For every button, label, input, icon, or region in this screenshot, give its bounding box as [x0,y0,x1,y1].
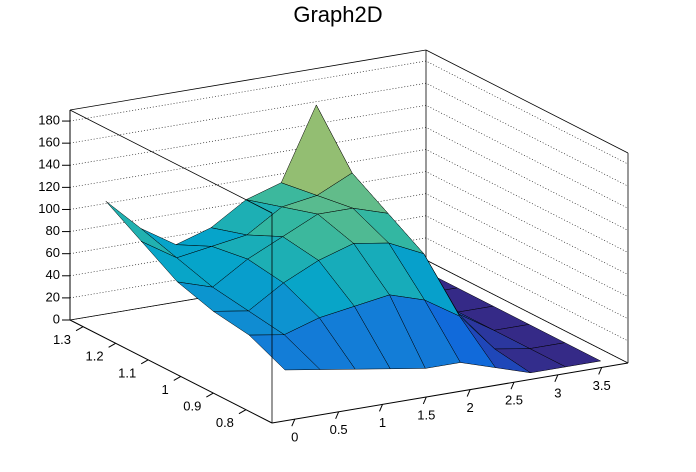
x-tick-label: 0 [291,430,298,445]
x-tick [291,418,296,427]
y-tick-label: 0.9 [183,399,201,414]
y-tick-label: 1.3 [53,332,71,347]
y-tick-label: 1.1 [118,365,136,380]
y-tick-label: 1 [162,382,169,397]
z-tick-label: 140 [38,157,60,172]
box-edge [425,49,629,154]
x-tick-label: 0.5 [330,422,348,437]
x-tick-label: 1.5 [417,407,435,422]
box-edge [69,49,427,111]
x-tick-label: 2.5 [505,393,523,408]
x-tick [335,411,340,419]
grid-line [69,193,629,297]
y-tick-label: 1.2 [86,349,104,364]
y-axis [69,319,273,424]
x-tick [554,374,559,383]
y-tick [108,342,116,348]
x-tick-label: 3 [554,385,561,400]
x-tick [422,396,427,405]
x-tick-label: 2 [467,400,474,415]
y-tick [238,409,247,415]
grid-line [69,149,629,253]
x-tick-label: 1 [379,415,386,430]
box-edge [69,109,273,214]
grid-line [69,127,629,231]
x-axis [271,362,629,424]
x-tick [598,367,603,375]
y-tick [206,392,214,398]
z-tick-label: 80 [46,223,60,238]
chart-title: Graph2D [293,2,382,27]
y-tick [75,326,84,332]
z-tick-label: 60 [46,245,60,260]
z-tick-label: 40 [46,267,60,282]
grid-line [69,60,629,165]
grid-line [69,82,629,187]
z-tick-label: 0 [53,311,60,326]
surface-cell [248,334,321,371]
z-tick-label: 20 [46,289,60,304]
grid-line [69,171,629,275]
x-tick [466,389,471,397]
z-tick-label: 160 [38,135,60,150]
y-tick [140,359,149,365]
x-tick [510,382,515,390]
x-tick-label: 3.5 [593,378,611,393]
y-tick-label: 0.8 [216,415,234,430]
x-tick [379,404,383,412]
z-tick-label: 120 [38,179,60,194]
z-tick-label: 100 [38,201,60,216]
y-tick [173,376,182,381]
box-edge [425,259,629,364]
grid-line [69,104,629,209]
z-tick-label: 180 [38,112,60,127]
